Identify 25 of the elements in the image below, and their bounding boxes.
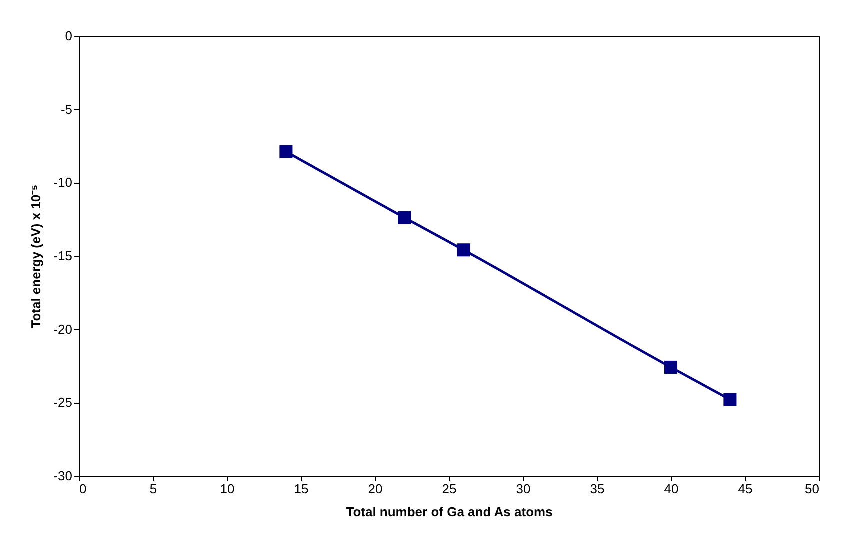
y-tick-label: -15 [54, 248, 72, 264]
x-tick-label: 45 [738, 482, 753, 496]
x-tick-label: 50 [805, 482, 820, 496]
x-tick-label: 20 [368, 482, 383, 496]
point [280, 145, 293, 158]
y-tick-label: 0 [65, 28, 72, 44]
x-tick-label: 30 [516, 482, 531, 496]
point [457, 244, 470, 257]
point [664, 360, 678, 374]
x-tick-label: 40 [664, 482, 679, 496]
x-tick-label: 5 [150, 482, 158, 496]
y-tick-label: -5 [60, 102, 72, 117]
y-tick-label: -30 [54, 468, 72, 484]
y-tick-label: -25 [54, 395, 72, 410]
x-tick-label: 25 [442, 482, 457, 496]
y-tick-label: -10 [54, 175, 72, 190]
point [398, 211, 412, 224]
point [724, 393, 737, 406]
x-tick-label: 15 [294, 482, 309, 496]
x-tick-label: 10 [220, 482, 235, 496]
x-tick-label: 35 [590, 482, 605, 496]
x-axis-title: Total number of Ga and As atoms [346, 504, 553, 520]
y-tick-label: -20 [54, 322, 72, 337]
x-tick-label: 0 [80, 482, 87, 496]
y-axis-title: Total energy (eV) x 10⁻⁵ [28, 184, 44, 328]
